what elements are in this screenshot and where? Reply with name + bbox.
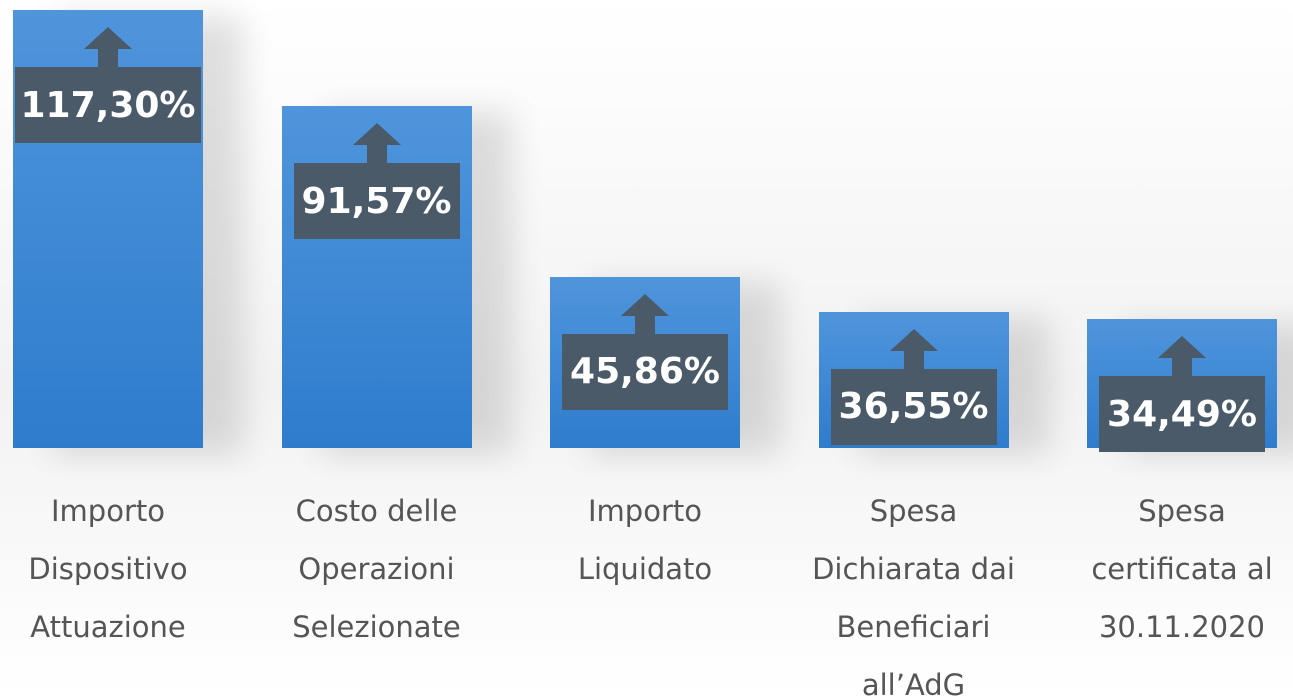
category-label: Spesa certificata al 30.11.2020 xyxy=(1091,494,1273,644)
value-label: 36,55% xyxy=(830,368,997,445)
arrow-stem xyxy=(635,314,655,335)
arrow-head xyxy=(1158,336,1206,359)
arrow-head xyxy=(352,123,401,146)
arrow-stem xyxy=(1172,357,1192,378)
value-label: 117,30% xyxy=(15,67,201,143)
category-label: Costo delle Operazioni Selezionate xyxy=(292,494,461,644)
arrow-stem xyxy=(903,349,924,370)
category-label: Importo Dispositivo Attuazione xyxy=(28,494,188,644)
value-label: 91,57% xyxy=(293,163,460,240)
category-label: Spesa Dichiarata dai Beneficiari all’AdG xyxy=(812,494,1015,698)
value-label: 45,86% xyxy=(562,333,728,410)
category-label: Importo Liquidato xyxy=(577,494,713,586)
arrow-head xyxy=(84,27,132,49)
value-label: 34,49% xyxy=(1099,376,1265,453)
arrow-head xyxy=(889,328,938,351)
arrow-stem xyxy=(98,48,118,68)
arrow-stem xyxy=(366,144,387,165)
arrow-head xyxy=(621,293,669,316)
